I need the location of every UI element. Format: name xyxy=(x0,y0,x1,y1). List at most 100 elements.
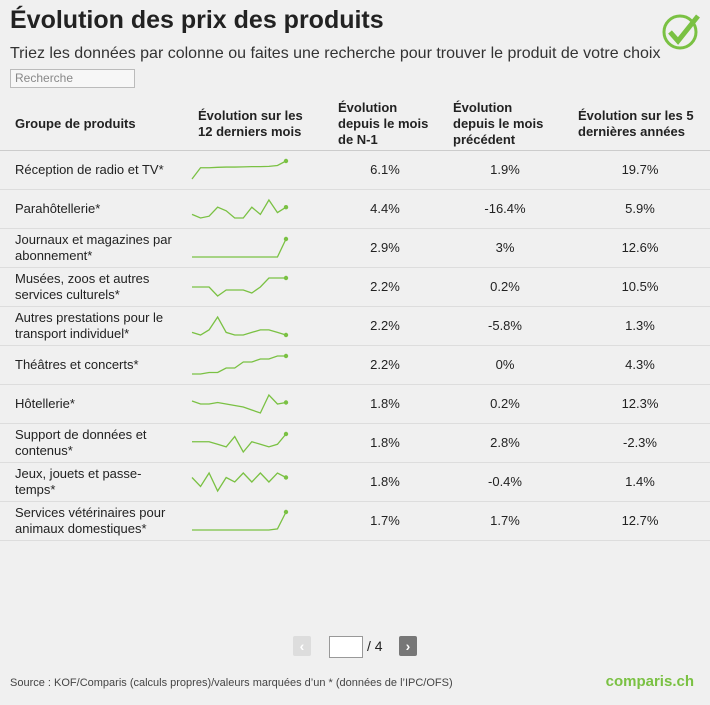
value-cell: -0.4% xyxy=(440,462,565,502)
search-input[interactable]: Recherche xyxy=(10,69,135,88)
value-cell: 12.7% xyxy=(565,501,710,541)
sparkline xyxy=(191,158,289,180)
trend-end-dot xyxy=(283,353,289,359)
value-cell: 2.2% xyxy=(325,267,440,307)
trend-line xyxy=(191,198,287,219)
trend-cell xyxy=(185,306,325,346)
group-cell: Musées, zoos et autres services culturel… xyxy=(0,267,185,307)
sparkline xyxy=(192,353,289,375)
check-icon xyxy=(662,14,700,50)
page-input[interactable] xyxy=(329,636,363,658)
value-cell: 0.2% xyxy=(440,267,565,307)
value-cell: 1.9% xyxy=(440,150,565,190)
value-cell: 1.4% xyxy=(565,462,710,502)
sparkline xyxy=(192,236,289,258)
group-cell: Théâtres et concerts* xyxy=(0,345,185,385)
column-header: Groupe de produits xyxy=(0,98,185,151)
group-cell: Réception de radio et TV* xyxy=(0,150,185,190)
row: Services vétérinaires pour animaux domes… xyxy=(0,501,710,541)
logo: comparis.ch xyxy=(605,673,694,690)
value-cell: 4.3% xyxy=(565,345,710,385)
value-cell: 4.4% xyxy=(325,189,440,229)
sparkline xyxy=(191,393,289,414)
trend-cell xyxy=(185,267,325,307)
group-cell: Journaux et magazines par abonnement* xyxy=(0,228,185,268)
sparkline xyxy=(192,275,289,297)
value-cell: 2.2% xyxy=(325,345,440,385)
source: Source : KOF/Comparis (calculs propres)/… xyxy=(10,677,453,689)
row: Support de données et contenus* 1.8% 2.8% -… xyxy=(0,423,710,463)
page-total: / 4 xyxy=(367,638,383,654)
value-cell: 0% xyxy=(440,345,565,385)
group-cell: Services vétérinaires pour animaux domes… xyxy=(0,501,185,541)
trend-line xyxy=(191,393,287,414)
trend-end-dot xyxy=(283,236,289,242)
value-cell: -5.8% xyxy=(440,306,565,346)
trend-line xyxy=(192,277,286,297)
row: Théâtres et concerts* 2.2% 0% 4.3% xyxy=(0,345,710,385)
group-cell: Support de données et contenus* xyxy=(0,423,185,463)
sparkline xyxy=(191,198,289,219)
value-cell: 10.5% xyxy=(565,267,710,307)
trend-end-dot xyxy=(283,431,289,437)
trend-line xyxy=(192,238,287,258)
trend-end-dot xyxy=(283,475,289,480)
row: Parahôtellerie* 4.4% -16.4% 5.9% xyxy=(0,189,710,229)
trend-cell xyxy=(185,462,325,502)
value-cell: 2.2% xyxy=(325,306,440,346)
prev-button[interactable]: ‹ xyxy=(293,636,311,656)
trend-cell xyxy=(185,345,325,385)
trend-cell xyxy=(185,189,325,229)
row: Autres prestations pour le transport ind… xyxy=(0,306,710,346)
value-cell: 1.3% xyxy=(565,306,710,346)
group-cell: Autres prestations pour le transport ind… xyxy=(0,306,185,346)
value-cell: 5.9% xyxy=(565,189,710,229)
value-cell: -2.3% xyxy=(565,423,710,463)
row: Jeux, jouets et passe-temps* 1.8% -0.4% 1.4… xyxy=(0,462,710,502)
value-cell: 1.8% xyxy=(325,423,440,463)
row: Réception de radio et TV* 6.1% 1.9% 19.7% xyxy=(0,150,710,190)
row: Musées, zoos et autres services culturel… xyxy=(0,267,710,307)
table: Groupe de produits Évolution sur les 12 d… xyxy=(0,98,710,541)
title: Évolution des prix des produits xyxy=(10,6,384,34)
trend-cell xyxy=(185,228,325,268)
trend-line xyxy=(192,511,287,531)
sparkline xyxy=(192,509,289,531)
trend-end-dot xyxy=(283,158,289,164)
value-cell: 1.7% xyxy=(325,501,440,541)
subtitle: Triez les données par colonne ou faites … xyxy=(10,45,661,62)
value-cell: -16.4% xyxy=(440,189,565,229)
value-cell: 6.1% xyxy=(325,150,440,190)
value-cell: 12.6% xyxy=(565,228,710,268)
column-header: Évolution sur les 12 derniers mois xyxy=(185,98,325,151)
value-cell: 2.9% xyxy=(325,228,440,268)
column-header: Évolution depuis le mois de N-1 xyxy=(325,98,440,151)
trend-cell xyxy=(185,423,325,463)
column-header: Évolution sur les 5 dernières années xyxy=(565,98,710,151)
value-cell: 19.7% xyxy=(565,150,710,190)
trend-line xyxy=(192,355,286,375)
trend-cell xyxy=(185,384,325,424)
value-cell: 12.3% xyxy=(565,384,710,424)
value-cell: 2.8% xyxy=(440,423,565,463)
value-cell: 1.8% xyxy=(325,384,440,424)
trend-end-dot xyxy=(283,509,289,515)
trend-cell xyxy=(185,501,325,541)
next-button[interactable]: › xyxy=(399,636,417,656)
trend-end-dot xyxy=(283,275,289,281)
value-cell: 1.7% xyxy=(440,501,565,541)
trend-line xyxy=(191,315,287,336)
trend-end-dot xyxy=(283,205,289,210)
trend-line xyxy=(191,160,287,180)
row: Journaux et magazines par abonnement* 2.9… xyxy=(0,228,710,268)
value-cell: 1.8% xyxy=(325,462,440,502)
trend-end-dot xyxy=(283,332,289,338)
group-cell: Hôtellerie* xyxy=(0,384,185,424)
value-cell: 3% xyxy=(440,228,565,268)
group-cell: Jeux, jouets et passe-temps* xyxy=(0,462,185,502)
sparkline xyxy=(191,315,289,338)
group-cell: Parahôtellerie* xyxy=(0,189,185,229)
row: Hôtellerie* 1.8% 0.2% 12.3% xyxy=(0,384,710,424)
trend-line xyxy=(191,471,287,493)
